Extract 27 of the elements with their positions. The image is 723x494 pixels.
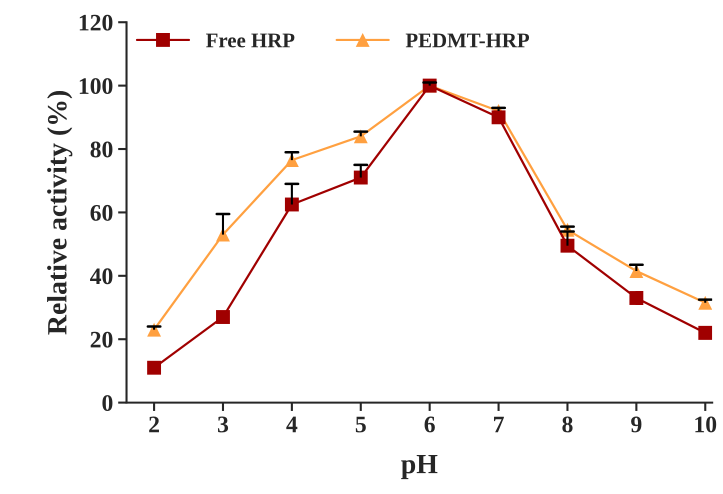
x-axis-title: pH (401, 454, 438, 480)
legend-label: PEDMT-HRP (406, 34, 530, 48)
y-axis-title: Relative activity (%) (47, 91, 72, 335)
point (147, 360, 162, 375)
y-tick-label: 20 (90, 332, 112, 348)
x-tick-label: 8 (562, 416, 573, 432)
point (698, 326, 712, 340)
x-tick-label: 4 (286, 416, 298, 432)
point (629, 291, 644, 305)
y-tick-label: 100 (80, 78, 112, 94)
point (216, 310, 230, 324)
point (560, 238, 574, 253)
x-tick-label: 9 (631, 416, 642, 432)
x-tick-label: 2 (149, 416, 159, 432)
legend-label: Free HRP (206, 34, 294, 48)
y-tick-label: 120 (80, 14, 112, 31)
y-tick-label: 80 (90, 142, 112, 158)
x-tick-label: 6 (424, 416, 435, 432)
x-tick-label: 10 (695, 416, 716, 432)
y-tick-label: 60 (90, 204, 112, 221)
x-tick-label: 5 (356, 416, 366, 432)
point (284, 198, 299, 212)
y-tick-label: 0 (102, 395, 112, 412)
point (492, 110, 506, 124)
y-tick-label: 40 (90, 268, 112, 284)
x-tick-label: 7 (494, 416, 504, 432)
x-tick-label: 3 (218, 416, 228, 432)
